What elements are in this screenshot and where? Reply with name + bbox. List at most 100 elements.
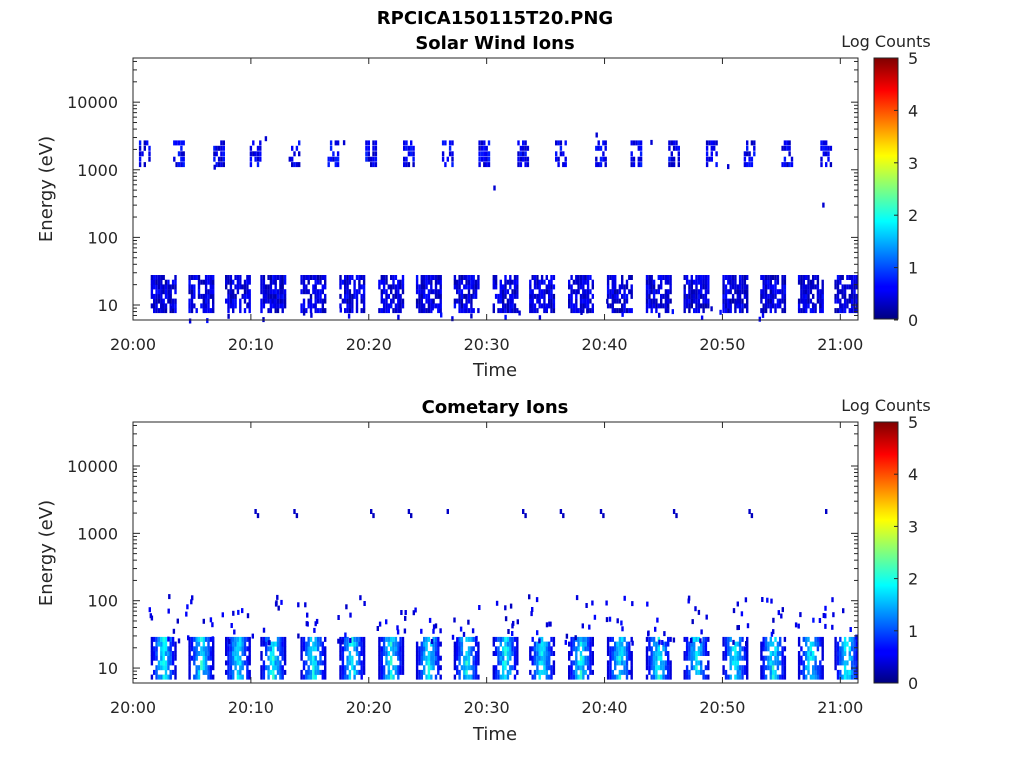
spectrogram-cell	[625, 284, 629, 290]
spectrogram-cell	[843, 669, 847, 675]
spectrogram-cell	[390, 298, 393, 304]
spectrogram-cell	[591, 641, 594, 647]
spectrogram-cell	[555, 151, 558, 157]
spectrogram-cell	[169, 298, 172, 304]
spectrogram-cell	[324, 655, 327, 661]
spectrogram-cell	[420, 660, 423, 666]
spectrogram-cell	[382, 275, 386, 280]
spectrogram-cell	[538, 303, 541, 309]
spectrogram-cell	[704, 674, 708, 680]
spectrogram-cell	[225, 275, 228, 280]
spectrogram-cell	[269, 641, 273, 647]
spectrogram-cell	[667, 636, 670, 642]
spectrogram-cell	[169, 636, 172, 642]
spectrogram-cell	[434, 674, 438, 680]
spectrogram-cell	[741, 284, 744, 290]
spectrogram-cell	[630, 289, 633, 295]
spectrogram-cell	[164, 303, 168, 309]
spectrogram-cell	[572, 669, 576, 675]
spectrogram-cell	[667, 674, 670, 680]
spectrogram-cell	[174, 289, 177, 295]
spectrogram-cell	[362, 655, 366, 661]
spectrogram-cell	[453, 275, 457, 280]
spectrogram-cell	[251, 633, 254, 639]
spectrogram-cell	[839, 289, 842, 295]
spectrogram-cell	[472, 665, 475, 671]
spectrogram-cell	[743, 646, 747, 652]
spectrogram-cell	[550, 669, 553, 675]
spectrogram-cell	[472, 655, 475, 661]
spectrogram-cell	[533, 669, 537, 675]
spectrogram-cell	[741, 298, 744, 304]
spectrogram-cell	[382, 646, 386, 652]
spectrogram-cell	[702, 674, 705, 680]
spectrogram-cell	[829, 162, 833, 168]
spectrogram-cell	[195, 646, 198, 652]
spectrogram-cell	[695, 660, 698, 666]
spectrogram-cell	[736, 641, 739, 647]
spectrogram-cell	[281, 275, 284, 280]
spectrogram-cell	[269, 279, 273, 285]
spectrogram-cell	[348, 660, 352, 666]
spectrogram-cell	[727, 308, 730, 314]
spectrogram-cell	[572, 279, 576, 285]
spectrogram-cell	[839, 279, 842, 285]
spectrogram-cell	[385, 289, 388, 295]
spectrogram-cell	[836, 641, 840, 647]
spectrogram-cell	[702, 279, 705, 285]
spectrogram-cell	[693, 646, 696, 652]
spectrogram-cell	[276, 298, 280, 304]
spectrogram-cell	[153, 646, 156, 652]
spectrogram-cell	[283, 660, 287, 666]
spectrogram-cell	[355, 636, 359, 642]
spectrogram-cell	[209, 275, 212, 280]
spectrogram-cell	[155, 275, 158, 280]
spectrogram-cell	[535, 597, 539, 603]
spectrogram-cell	[241, 674, 244, 680]
spectrogram-cell	[260, 284, 263, 290]
spectrogram-cell	[390, 636, 393, 642]
spectrogram-cell	[502, 669, 505, 675]
spectrogram-cell	[606, 284, 610, 290]
spectrogram-cell	[602, 513, 605, 519]
spectrogram-cell	[843, 293, 847, 299]
spectrogram-cell	[836, 279, 840, 285]
spectrogram-cell	[276, 641, 280, 647]
spectrogram-cell	[268, 640, 271, 646]
colorbar-tick-label: 0	[908, 311, 918, 330]
spectrogram-cell	[586, 660, 590, 666]
spectrogram-cell	[764, 289, 768, 295]
spectrogram-cell	[162, 660, 165, 666]
spectrogram-cell	[269, 308, 273, 314]
spectrogram-cell	[688, 303, 691, 309]
spectrogram-cell	[509, 669, 512, 675]
spectrogram-cell	[276, 665, 280, 671]
spectrogram-cell	[516, 619, 519, 625]
spectrogram-cell	[150, 636, 154, 642]
spectrogram-cell	[788, 140, 791, 146]
spectrogram-cell	[536, 646, 539, 652]
spectrogram-cell	[625, 651, 629, 656]
spectrogram-cell	[683, 298, 686, 304]
spectrogram-cell	[645, 289, 649, 295]
y-tick-label: 1000	[77, 161, 118, 180]
spectrogram-cell	[483, 156, 486, 162]
cometary-plot-frame	[132, 421, 859, 684]
spectrogram-cell	[458, 674, 461, 680]
spectrogram-cell	[511, 641, 514, 647]
spectrogram-cell	[348, 641, 352, 647]
spectrogram-cell	[160, 289, 163, 295]
spectrogram-cell	[652, 293, 656, 299]
spectrogram-cell	[453, 641, 457, 647]
spectrogram-cell	[197, 674, 201, 680]
spectrogram-cell	[568, 303, 571, 309]
spectrogram-cell	[691, 619, 694, 625]
spectrogram-cell	[705, 145, 709, 151]
spectrogram-cell	[246, 289, 249, 295]
spectrogram-cell	[705, 151, 709, 157]
spectrogram-cell	[783, 636, 787, 642]
spectrogram-cell	[164, 660, 168, 666]
spectrogram-cell	[517, 162, 520, 168]
spectrogram-cell	[855, 669, 858, 675]
spectrogram-cell	[645, 308, 649, 314]
